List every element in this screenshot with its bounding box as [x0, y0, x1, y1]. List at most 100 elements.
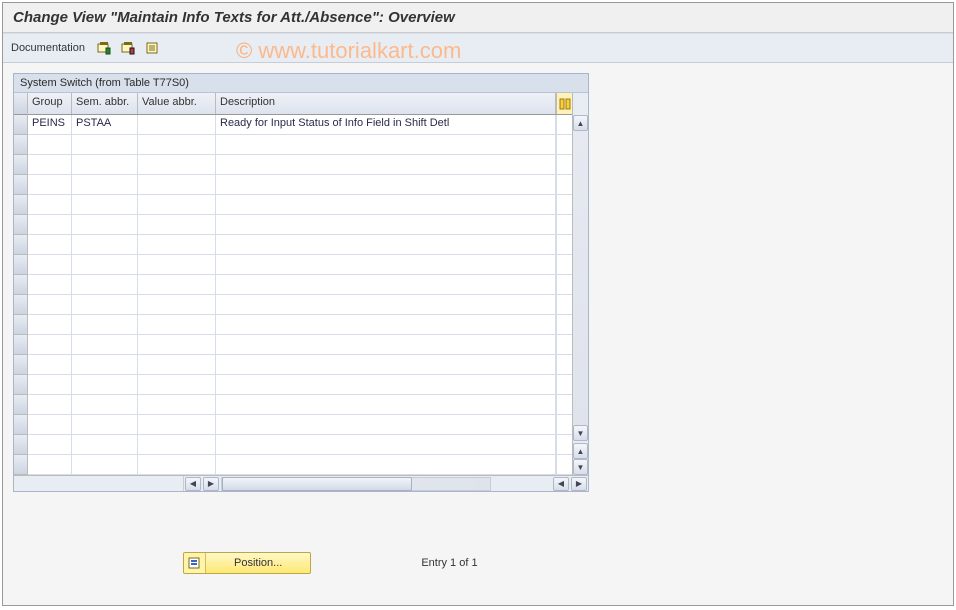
cell-group[interactable] — [28, 195, 72, 214]
cell-group[interactable] — [28, 455, 72, 474]
cell-group[interactable] — [28, 175, 72, 194]
row-selector[interactable] — [14, 195, 27, 215]
cell-sem-abbr[interactable] — [72, 315, 138, 334]
cell-value-abbr[interactable] — [138, 455, 216, 474]
scroll-up2-button[interactable]: ▲ — [573, 443, 588, 459]
hscroll-left-button[interactable]: ◀ — [185, 477, 201, 491]
row-selector[interactable] — [14, 235, 27, 255]
row-selector[interactable] — [14, 315, 27, 335]
cell-description[interactable] — [216, 195, 556, 214]
cell-description[interactable] — [216, 255, 556, 274]
cell-description[interactable] — [216, 315, 556, 334]
cell-group[interactable]: PEINS — [28, 115, 72, 134]
scroll-down2-button[interactable]: ▼ — [573, 459, 588, 475]
row-selector[interactable] — [14, 155, 27, 175]
table-row[interactable] — [28, 235, 572, 255]
cell-description[interactable] — [216, 415, 556, 434]
table-row[interactable] — [28, 335, 572, 355]
cell-sem-abbr[interactable] — [72, 355, 138, 374]
cell-group[interactable] — [28, 315, 72, 334]
vertical-scroll-track[interactable] — [573, 131, 588, 425]
cell-sem-abbr[interactable] — [72, 335, 138, 354]
row-selector[interactable] — [14, 395, 27, 415]
table-row[interactable] — [28, 275, 572, 295]
row-selector[interactable] — [14, 295, 27, 315]
cell-description[interactable] — [216, 175, 556, 194]
cell-sem-abbr[interactable] — [72, 135, 138, 154]
table-row[interactable]: PEINSPSTAAReady for Input Status of Info… — [28, 115, 572, 135]
cell-value-abbr[interactable] — [138, 275, 216, 294]
row-selector[interactable] — [14, 355, 27, 375]
row-selector[interactable] — [14, 375, 27, 395]
table-row[interactable] — [28, 155, 572, 175]
cell-description[interactable] — [216, 375, 556, 394]
row-selector[interactable] — [14, 115, 27, 135]
cell-value-abbr[interactable] — [138, 315, 216, 334]
cell-description[interactable] — [216, 395, 556, 414]
cell-group[interactable] — [28, 155, 72, 174]
table-row[interactable] — [28, 135, 572, 155]
column-config-icon[interactable] — [556, 93, 572, 114]
cell-sem-abbr[interactable] — [72, 375, 138, 394]
column-header-sem-abbr[interactable]: Sem. abbr. — [72, 93, 138, 114]
row-selector[interactable] — [14, 255, 27, 275]
row-selector[interactable] — [14, 275, 27, 295]
row-selector[interactable] — [14, 455, 27, 475]
cell-value-abbr[interactable] — [138, 175, 216, 194]
hscroll-right-button[interactable]: ▶ — [203, 477, 219, 491]
cell-value-abbr[interactable] — [138, 295, 216, 314]
cell-description[interactable] — [216, 135, 556, 154]
cell-sem-abbr[interactable] — [72, 255, 138, 274]
table-row[interactable] — [28, 435, 572, 455]
cell-group[interactable] — [28, 295, 72, 314]
row-selector[interactable] — [14, 175, 27, 195]
cell-sem-abbr[interactable] — [72, 395, 138, 414]
cell-group[interactable] — [28, 135, 72, 154]
cell-description[interactable] — [216, 275, 556, 294]
cell-group[interactable] — [28, 215, 72, 234]
cell-description[interactable] — [216, 215, 556, 234]
table-row[interactable] — [28, 215, 572, 235]
row-selector-header[interactable] — [14, 93, 27, 115]
cell-value-abbr[interactable] — [138, 215, 216, 234]
table-row[interactable] — [28, 295, 572, 315]
cell-value-abbr[interactable] — [138, 135, 216, 154]
cell-value-abbr[interactable] — [138, 155, 216, 174]
cell-group[interactable] — [28, 375, 72, 394]
cell-description[interactable] — [216, 355, 556, 374]
cell-sem-abbr[interactable] — [72, 295, 138, 314]
cell-description[interactable] — [216, 295, 556, 314]
table-row[interactable] — [28, 255, 572, 275]
row-selector[interactable] — [14, 435, 27, 455]
cell-group[interactable] — [28, 255, 72, 274]
hscroll-left2-button[interactable]: ◀ — [553, 477, 569, 491]
cell-description[interactable] — [216, 455, 556, 474]
scroll-up-button[interactable]: ▲ — [573, 115, 588, 131]
cell-sem-abbr[interactable] — [72, 455, 138, 474]
export-icon[interactable] — [143, 39, 161, 57]
cell-sem-abbr[interactable] — [72, 415, 138, 434]
cell-sem-abbr[interactable] — [72, 435, 138, 454]
hscroll-track[interactable] — [221, 477, 491, 491]
column-header-value-abbr[interactable]: Value abbr. — [138, 93, 216, 114]
cell-description[interactable] — [216, 435, 556, 454]
cell-value-abbr[interactable] — [138, 335, 216, 354]
cell-value-abbr[interactable] — [138, 395, 216, 414]
cell-value-abbr[interactable] — [138, 355, 216, 374]
cell-group[interactable] — [28, 355, 72, 374]
table-row[interactable] — [28, 375, 572, 395]
cell-value-abbr[interactable] — [138, 115, 216, 134]
cell-sem-abbr[interactable] — [72, 195, 138, 214]
cell-group[interactable] — [28, 415, 72, 434]
row-selector[interactable] — [14, 415, 27, 435]
cell-sem-abbr[interactable] — [72, 175, 138, 194]
column-header-description[interactable]: Description — [216, 93, 556, 114]
cell-sem-abbr[interactable] — [72, 155, 138, 174]
hscroll-right2-button[interactable]: ▶ — [571, 477, 587, 491]
print-icon[interactable] — [119, 39, 137, 57]
row-selector[interactable] — [14, 335, 27, 355]
cell-value-abbr[interactable] — [138, 435, 216, 454]
table-row[interactable] — [28, 455, 572, 475]
print-preview-icon[interactable] — [95, 39, 113, 57]
hscroll-thumb[interactable] — [222, 477, 412, 491]
